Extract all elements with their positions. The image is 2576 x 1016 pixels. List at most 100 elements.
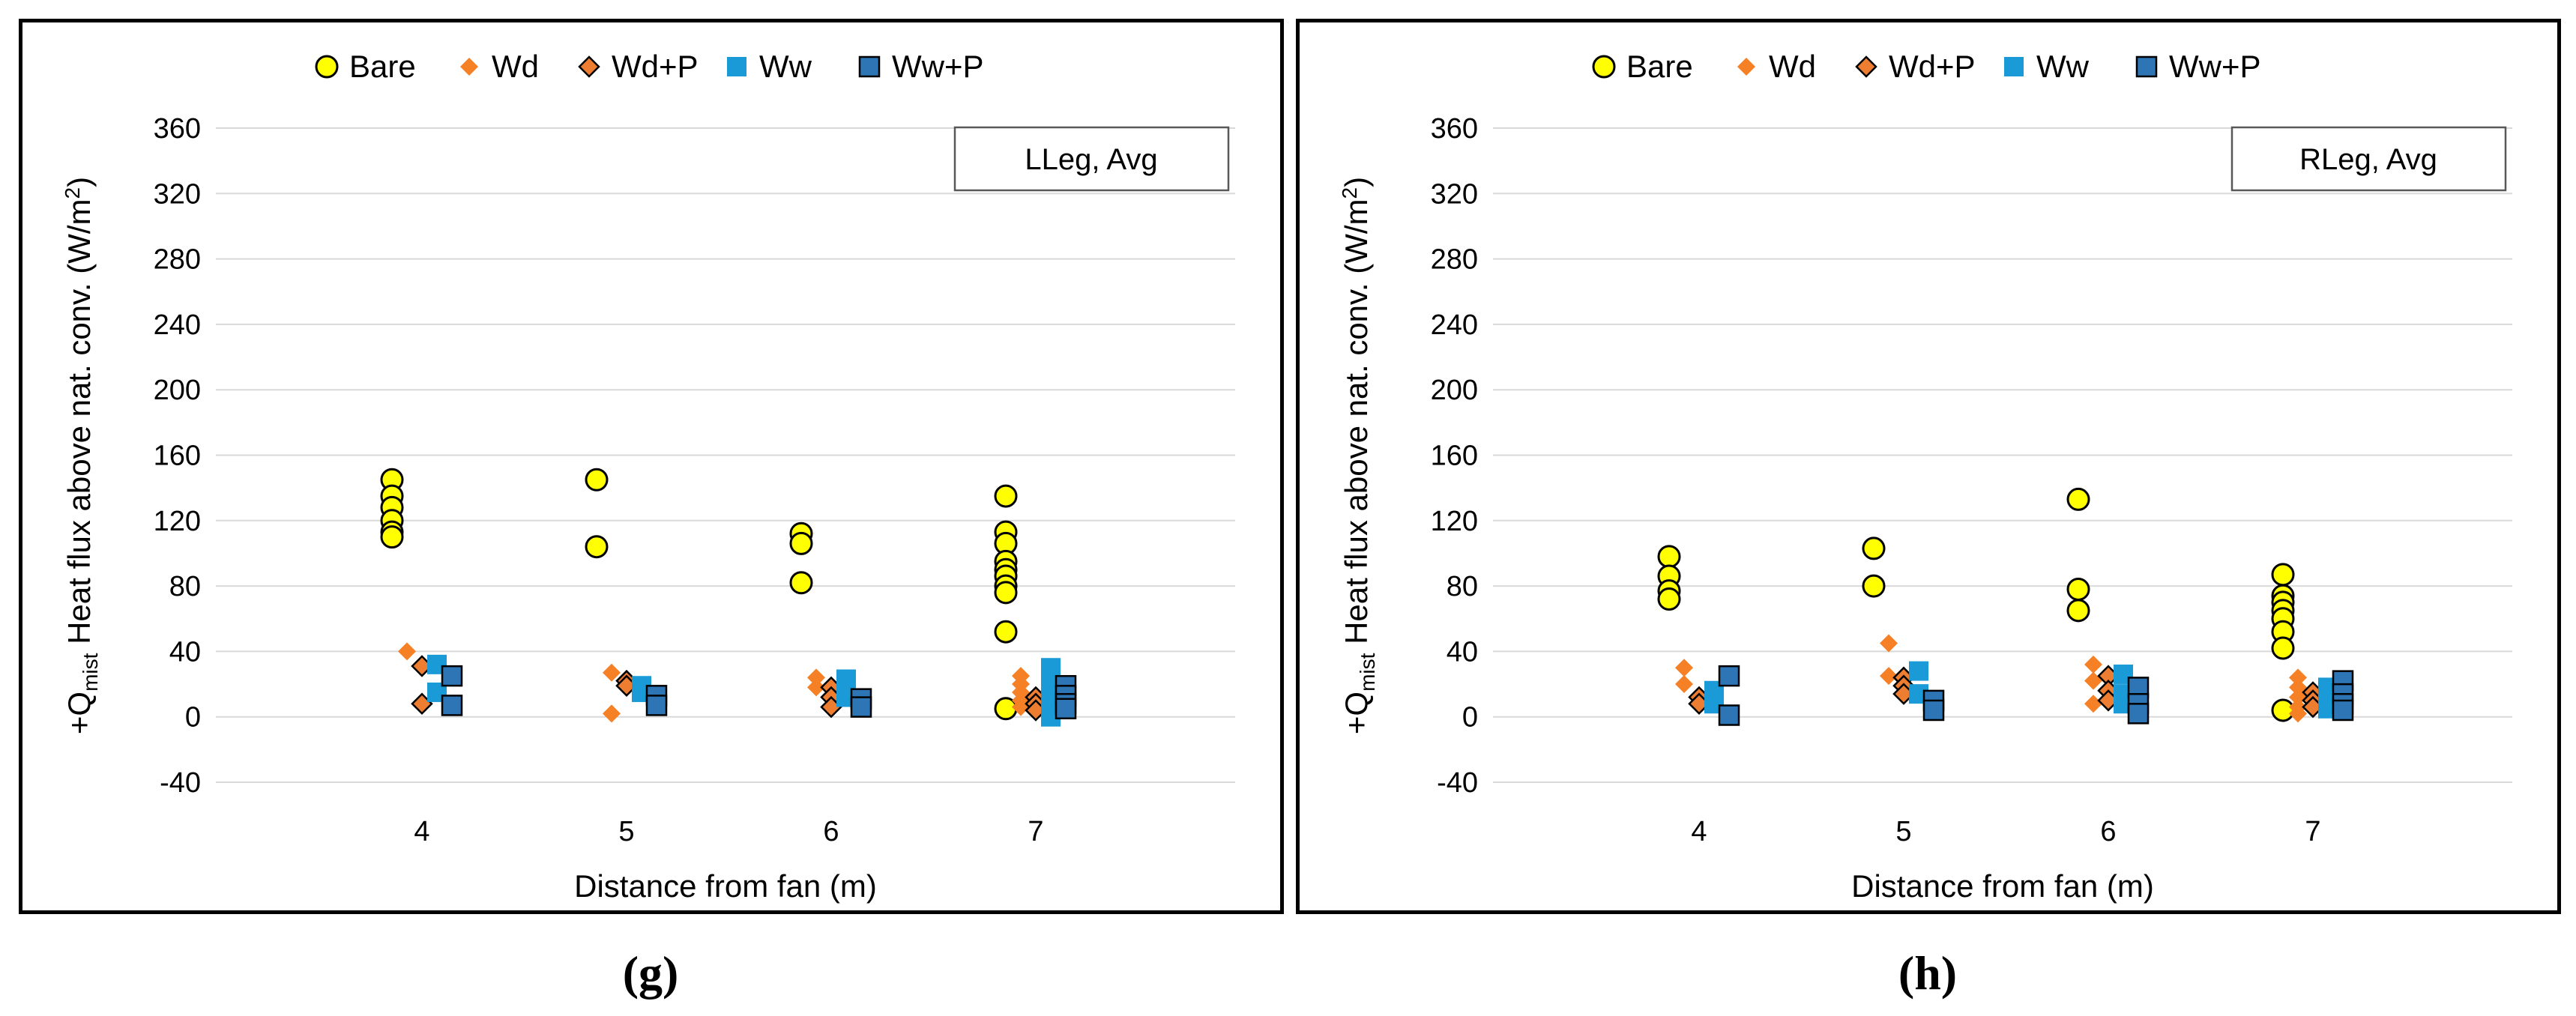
series-wdpp — [1688, 665, 2324, 719]
chart-panel-g: -40 0 40 80 120 160 200 240 280 320 360 4 5 6 7 Distanc… — [19, 19, 1284, 914]
data-point — [2271, 698, 2295, 722]
legend-label: Ww — [759, 49, 812, 84]
y-tick-label: 120 — [1431, 506, 1478, 537]
y-tick-label: 40 — [1447, 636, 1478, 668]
y-axis-label-superscript: 2 — [1338, 187, 1361, 199]
info-box — [2230, 126, 2507, 192]
info-box-label: RLeg, Avg — [2299, 143, 2437, 176]
series-bare — [1657, 487, 2295, 722]
data-point — [807, 678, 825, 697]
y-axis-label-main: Heat flux above nat. conv. (W/m — [1339, 199, 1374, 653]
legend-marker — [1737, 58, 1755, 76]
data-point — [1718, 665, 1740, 687]
data-point — [2271, 636, 2295, 660]
series-wdpp — [411, 655, 1047, 722]
y-axis-label-subscript: mist — [1356, 653, 1379, 692]
legend-label: Ww — [2036, 49, 2090, 84]
data-point — [2066, 487, 2090, 511]
data-point — [850, 696, 872, 718]
y-axis-label: +Qmist Heat flux above nat. conv. (W/m2) — [1338, 177, 1379, 734]
y-tick-label: 160 — [154, 441, 201, 472]
data-point — [1675, 659, 1693, 677]
y-axis-label-prefix: +Q — [1339, 692, 1374, 734]
y-tick-label: 40 — [169, 636, 201, 668]
y-tick-label: 360 — [1431, 113, 1478, 145]
legend-marker — [1592, 55, 1616, 79]
legend-marker — [315, 55, 339, 79]
data-point — [2332, 699, 2354, 722]
data-point — [585, 535, 609, 559]
x-tick-label: 7 — [1028, 816, 1043, 847]
series-wd — [1675, 634, 2307, 723]
data-point — [2271, 563, 2295, 587]
y-axis-label-superscript: 2 — [61, 187, 84, 199]
panel-caption-g: (g) — [622, 946, 679, 1000]
y-axis-label: +Qmist Heat flux above nat. conv. (W/m2) — [61, 177, 102, 734]
data-point — [1657, 545, 1681, 569]
y-tick-label: 120 — [154, 506, 201, 537]
data-point — [994, 620, 1018, 644]
x-axis-label: Distance from fan (m) — [1851, 868, 2154, 904]
data-point — [789, 531, 813, 555]
legend-label: Bare — [1626, 49, 1693, 84]
legend-marker — [2004, 57, 2024, 76]
info-box — [953, 126, 1230, 192]
legend-label: Wd+P — [612, 49, 699, 84]
data-point — [807, 668, 825, 687]
data-point — [1862, 574, 1886, 598]
legend-marker — [858, 55, 881, 78]
y-axis-label-main: Heat flux above nat. conv. (W/m — [61, 199, 97, 653]
y-tick-label: 200 — [1431, 375, 1478, 406]
data-point — [1862, 536, 1886, 560]
x-tick-label: 6 — [823, 816, 839, 847]
y-tick-label: 0 — [1462, 702, 1478, 734]
data-point — [2289, 704, 2307, 723]
legend-label: Wd — [492, 49, 539, 84]
series-wwpp — [441, 665, 1077, 720]
series-ww — [427, 654, 1061, 727]
series-wwpp — [1718, 665, 2354, 726]
legend-label: Ww+P — [892, 49, 984, 84]
y-tick-label: -40 — [1437, 767, 1478, 799]
info-box-label: LLeg, Avg — [1025, 143, 1157, 176]
legend-label: Wd+P — [1889, 49, 1976, 84]
data-point — [1675, 675, 1693, 694]
data-point — [789, 571, 813, 595]
data-point — [2066, 577, 2090, 601]
y-tick-label: -40 — [160, 767, 201, 799]
y-tick-label: 200 — [154, 375, 201, 406]
y-tick-label: 160 — [1431, 441, 1478, 472]
y-tick-label: 80 — [169, 571, 201, 602]
data-point — [1718, 704, 1740, 726]
legend-marker — [1855, 55, 1877, 78]
x-tick-label: 4 — [414, 816, 429, 847]
y-tick-label: 280 — [1431, 244, 1478, 276]
y-tick-label: 240 — [154, 309, 201, 341]
legend-marker — [460, 58, 478, 76]
legend-marker — [578, 55, 600, 78]
chart-h: -40 0 40 80 120 160 200 240 280 320 360 4 5 6 7 Distanc… — [1338, 49, 2512, 904]
gridlines — [1493, 127, 2512, 783]
data-point — [603, 704, 621, 723]
data-point — [2066, 599, 2090, 623]
y-tick-label: 0 — [185, 702, 201, 734]
data-point — [2127, 703, 2150, 725]
legend: Bare Wd Wd+P Ww Ww+P — [1592, 49, 2261, 84]
data-point — [2084, 695, 2102, 713]
x-tick-label: 5 — [1895, 816, 1911, 847]
y-tick-label: 320 — [1431, 178, 1478, 210]
data-point — [1657, 587, 1681, 611]
data-point — [585, 468, 609, 492]
data-point — [441, 695, 463, 716]
legend-marker — [2135, 55, 2158, 78]
y-axis-label-subscript: mist — [79, 653, 102, 692]
chart-g: -40 0 40 80 120 160 200 240 280 320 360 4 5 6 7 Distanc… — [61, 49, 1235, 904]
y-tick-label: 280 — [154, 244, 201, 276]
data-point — [603, 663, 621, 682]
data-point — [1055, 698, 1077, 720]
data-point — [994, 484, 1018, 508]
y-axis-label-prefix: +Q — [61, 692, 97, 734]
data-point — [645, 695, 668, 716]
legend-label: Wd — [1769, 49, 1816, 84]
x-tick-label: 7 — [2305, 816, 2320, 847]
